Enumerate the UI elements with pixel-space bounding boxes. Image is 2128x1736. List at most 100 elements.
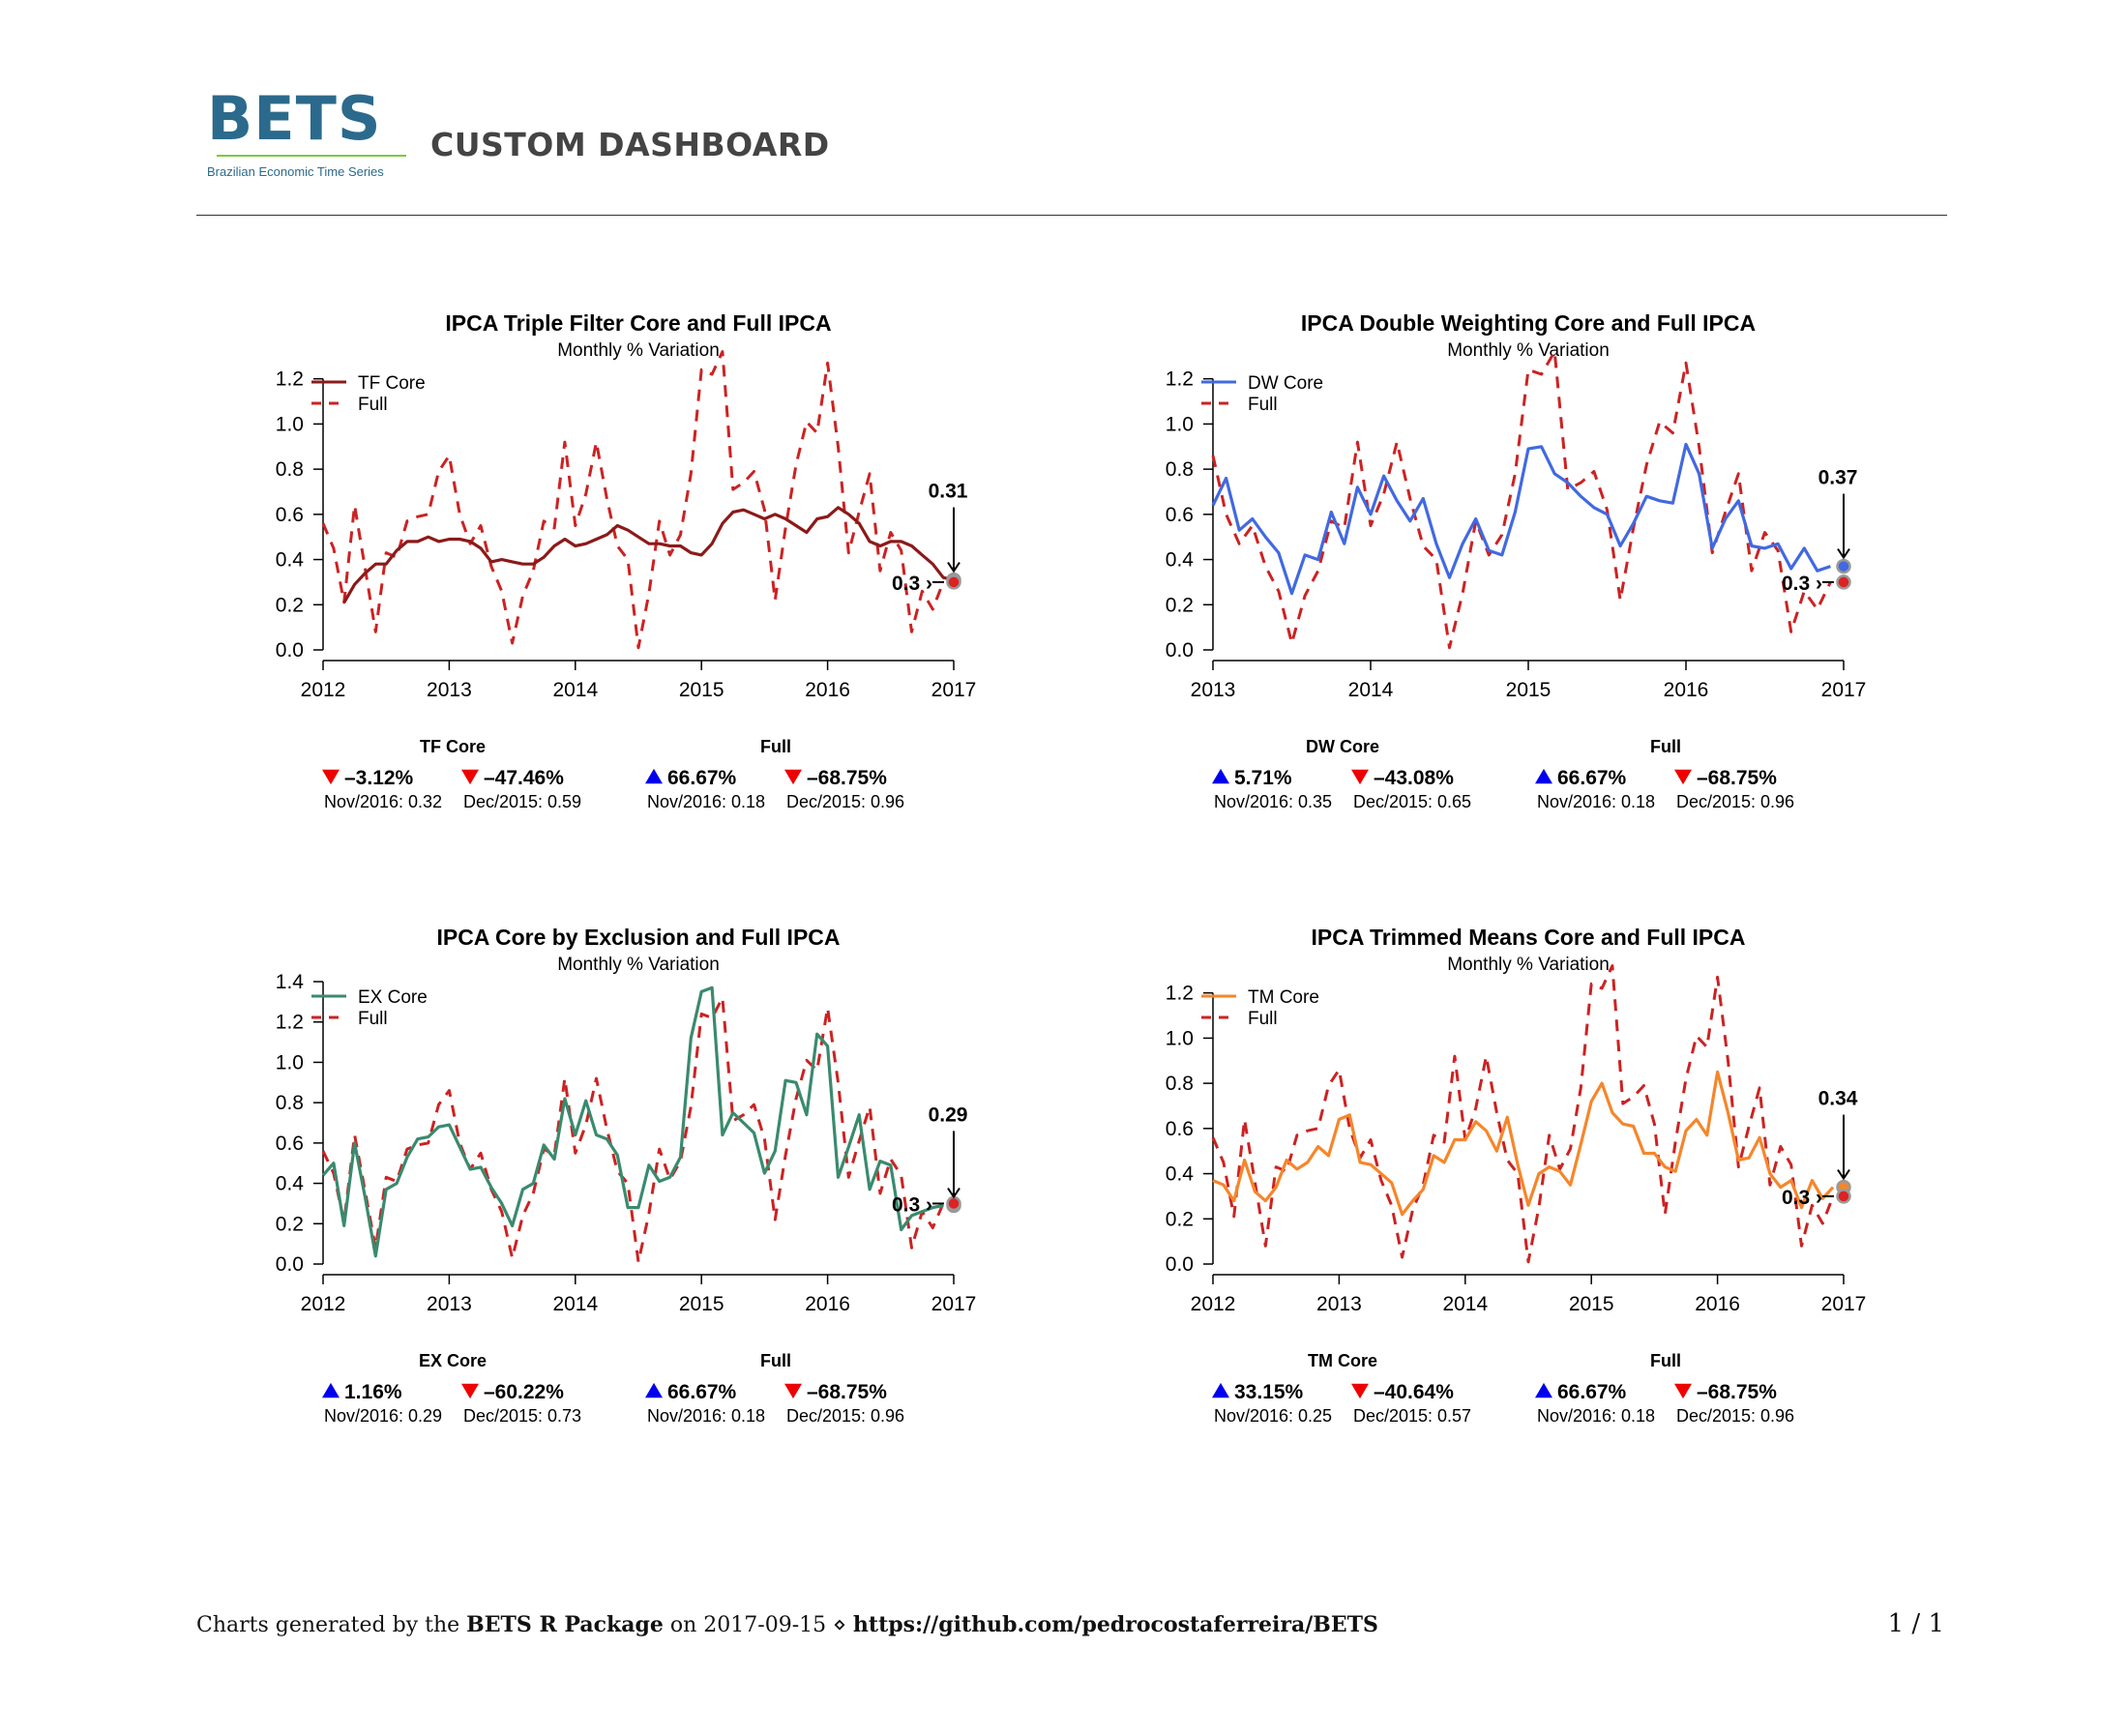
dashboard-title: CUSTOM DASHBOARD (430, 126, 830, 163)
core-stat-reference: Dec/2015: 0.59 (463, 792, 581, 811)
core-stat-value: 5.71% (1234, 767, 1292, 789)
x-tick-label: 2016 (805, 1293, 850, 1315)
core-stat-down-arrow-icon (1351, 1383, 1369, 1399)
x-tick-label: 2013 (1191, 679, 1236, 701)
chart-svg: IPCA Triple Filter Core and Full IPCA Mon… (276, 310, 977, 811)
core-arrow-head (947, 562, 961, 574)
y-tick-label: 0.2 (1166, 594, 1194, 616)
core-arrow-head (1837, 548, 1850, 560)
full-stat-down-arrow-icon (1674, 1383, 1692, 1399)
core-end-label: 0.34 (1818, 1088, 1858, 1110)
legend-full-label: Full (1248, 1009, 1278, 1029)
y-tick-label: 0.4 (276, 1173, 305, 1195)
core-stat-up-arrow-icon (1212, 768, 1229, 784)
x-tick-label: 2017 (1821, 679, 1867, 701)
core-stat-value: –60.22% (484, 1381, 564, 1403)
y-tick-label: 0.8 (1166, 458, 1194, 481)
logo-subtitle: Brazilian Economic Time Series (207, 164, 384, 179)
core-stats-heading: TF Core (420, 737, 486, 756)
y-tick-label: 0.8 (1166, 1073, 1194, 1095)
full-stat-up-arrow-icon (1535, 768, 1552, 784)
core-stat-reference: Nov/2016: 0.25 (1214, 1406, 1332, 1426)
y-tick-label: 0.2 (276, 594, 304, 616)
core-end-label: 0.31 (929, 481, 968, 503)
full-series-line (1211, 350, 1832, 650)
footer-package: BETS R Package (466, 1612, 664, 1637)
x-tick-label: 2015 (679, 1293, 724, 1315)
full-stats-heading: Full (1650, 737, 1681, 756)
footer-separator: ⋄ (833, 1613, 846, 1637)
x-tick-label: 2017 (931, 1293, 977, 1315)
logo-underline (217, 155, 406, 157)
full-end-label: 0.3 › (1782, 573, 1822, 595)
x-tick-label: 2013 (427, 679, 472, 701)
y-tick-label: 0.0 (1166, 639, 1194, 662)
full-stat-value: –68.75% (1697, 1381, 1777, 1403)
core-series-line (1212, 1070, 1835, 1217)
full-stat-up-arrow-icon (1535, 1382, 1552, 1398)
x-tick-label: 2014 (552, 679, 598, 701)
full-end-label: 0.3 › (892, 573, 932, 595)
x-tick-label: 2012 (301, 679, 346, 701)
chart-title: IPCA Trimmed Means Core and Full IPCA (1311, 925, 1745, 950)
chart-dw-core: IPCA Double Weighting Core and Full IPCA… (1112, 290, 2080, 1122)
x-tick-label: 2016 (1695, 1293, 1740, 1315)
full-end-label: 0.3 › (1782, 1187, 1822, 1209)
x-tick-label: 2015 (1506, 679, 1552, 701)
chart-svg: IPCA Trimmed Means Core and Full IPCA Mon… (1166, 925, 1867, 1426)
full-end-marker (946, 574, 961, 590)
x-tick-label: 2015 (1569, 1293, 1614, 1315)
x-tick-label: 2016 (1664, 679, 1709, 701)
y-tick-label: 0.8 (276, 458, 304, 481)
y-tick-label: 1.0 (1166, 1027, 1194, 1049)
y-tick-label: 0.4 (276, 549, 305, 572)
full-stat-reference: Nov/2016: 0.18 (1537, 792, 1655, 811)
full-stat-up-arrow-icon (645, 768, 663, 784)
core-stat-reference: Nov/2016: 0.29 (324, 1406, 442, 1426)
chart-tm-core: IPCA Trimmed Means Core and Full IPCA Mon… (1112, 904, 2080, 1736)
full-end-label: 0.3 › (892, 1193, 932, 1216)
x-tick-label: 2015 (679, 679, 724, 701)
full-end-marker (1836, 1189, 1851, 1204)
y-tick-label: 0.4 (1166, 549, 1195, 572)
x-tick-label: 2014 (552, 1293, 598, 1315)
chart-title: IPCA Double Weighting Core and Full IPCA (1301, 310, 1756, 336)
full-stat-value: –68.75% (807, 1381, 887, 1403)
full-end-marker (946, 1195, 961, 1212)
core-stat-value: 33.15% (1234, 1381, 1304, 1403)
full-stat-value: 66.67% (667, 1381, 737, 1403)
footer-credit: Charts generated by the BETS R Package o… (196, 1612, 1378, 1637)
core-stat-reference: Dec/2015: 0.65 (1353, 792, 1471, 811)
chart-subtitle: Monthly % Variation (1447, 340, 1610, 361)
footer-prefix: Charts generated by the (196, 1613, 460, 1637)
chart-ex-core: IPCA Core by Exclusion and Full IPCA Mont… (222, 904, 1190, 1736)
full-stats-heading: Full (760, 737, 791, 756)
core-stat-up-arrow-icon (322, 1382, 340, 1398)
legend-core-label: TM Core (1248, 987, 1319, 1008)
core-end-marker (1836, 558, 1851, 574)
chart-title: IPCA Core by Exclusion and Full IPCA (436, 925, 840, 950)
x-tick-label: 2013 (1316, 1293, 1362, 1315)
y-tick-label: 0.0 (276, 639, 304, 662)
x-tick-label: 2014 (1442, 1293, 1488, 1315)
page-number: 1 / 1 (1887, 1609, 1944, 1638)
full-stat-value: –68.75% (1697, 767, 1777, 789)
core-arrow-head (947, 1187, 961, 1199)
full-series-line (321, 996, 945, 1264)
footer-url-link[interactable]: https://github.com/pedrocostaferreira/BE… (852, 1612, 1378, 1637)
full-stat-down-arrow-icon (1674, 769, 1692, 785)
core-stat-reference: Nov/2016: 0.35 (1214, 792, 1332, 811)
x-tick-label: 2017 (931, 679, 977, 701)
chart-subtitle: Monthly % Variation (557, 955, 720, 975)
core-stat-value: –3.12% (344, 767, 414, 789)
full-stat-down-arrow-icon (784, 769, 802, 785)
y-tick-label: 0.4 (1166, 1163, 1195, 1186)
y-tick-label: 0.2 (276, 1213, 304, 1235)
chart-title: IPCA Triple Filter Core and Full IPCA (445, 310, 831, 336)
chart-tf-core: IPCA Triple Filter Core and Full IPCA Mon… (222, 290, 1190, 1122)
y-tick-label: 1.2 (1166, 983, 1194, 1005)
full-stat-reference: Dec/2015: 0.96 (786, 1406, 904, 1426)
x-tick-label: 2012 (1191, 1293, 1236, 1315)
full-series-line (321, 350, 945, 650)
y-tick-label: 1.2 (276, 1012, 304, 1034)
